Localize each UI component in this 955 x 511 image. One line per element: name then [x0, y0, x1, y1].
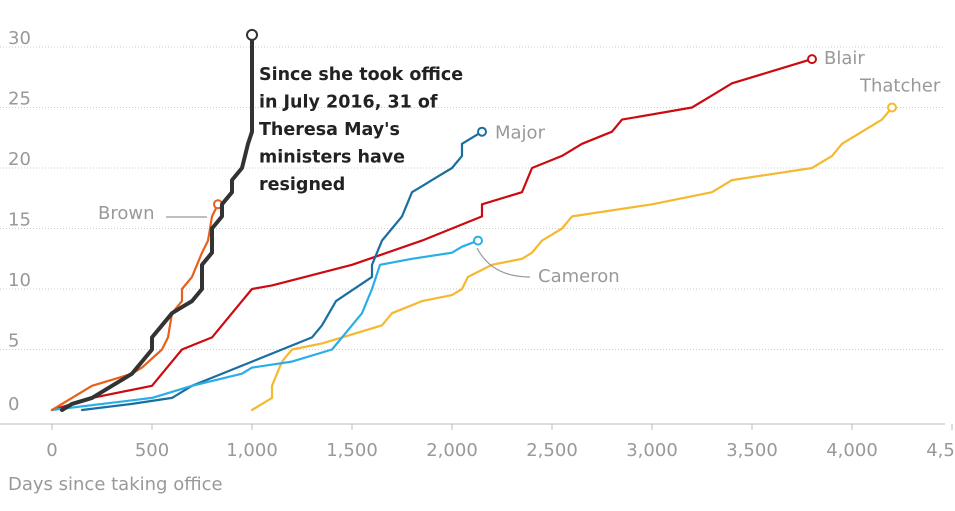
series-line-major: [80, 130, 484, 412]
series-line-blair: [50, 57, 814, 412]
x-axis-title: Days since taking office: [8, 474, 223, 495]
series-line-brown: [50, 203, 220, 412]
x-tick-label: 3,000: [626, 440, 678, 461]
y-tick-label: 30: [8, 28, 31, 49]
annotation-line: in July 2016, 31 of: [259, 93, 438, 113]
x-tick-label: 0: [46, 440, 57, 461]
x-tick-label: 4,000: [826, 440, 878, 461]
x-tick-label: 4,500: [926, 440, 955, 461]
series-line-cameron: [50, 239, 480, 412]
series-labels: Thatcher Blair Major Cameron Brown: [98, 48, 941, 287]
x-tick-label: 2,000: [426, 440, 478, 461]
x-axis-ticks: 0 500 1,000 1,500 2,000 2,500 3,000 3,500 4,000 4…: [46, 424, 955, 461]
series-label: Blair: [824, 48, 865, 69]
series-end-marker: [477, 126, 487, 137]
y-tick-label: 15: [8, 210, 31, 231]
series-label: Major: [495, 123, 546, 144]
series-label: Thatcher: [859, 76, 941, 97]
annotation-line: ministers have: [259, 148, 405, 168]
y-axis-ticks: 0 5 10 15 20 25 30: [8, 28, 31, 415]
series-label: Brown: [98, 203, 155, 224]
x-tick-label: 2,500: [526, 440, 578, 461]
annotation-text: Since she took office in July 2016, 31 of…: [259, 65, 463, 195]
x-tick-label: 1,500: [326, 440, 378, 461]
series-label: Cameron: [538, 266, 620, 287]
y-tick-label: 25: [8, 89, 31, 110]
y-tick-label: 5: [8, 331, 19, 352]
x-tick-label: 1,000: [226, 440, 278, 461]
annotation-line: resigned: [259, 175, 345, 195]
x-tick-label: 500: [135, 440, 169, 461]
series-end-marker: [807, 54, 817, 65]
annotation-line: Since she took office: [259, 65, 463, 85]
y-tick-label: 0: [8, 394, 19, 415]
y-tick-label: 20: [8, 149, 31, 170]
series-end-marker: [246, 28, 258, 41]
annotation-line: Theresa May's: [259, 120, 400, 140]
label-leader-line: [476, 247, 531, 278]
gridlines: [0, 46, 945, 425]
y-tick-label: 10: [8, 270, 31, 291]
series-end-marker: [887, 102, 897, 113]
series-end-marker: [473, 235, 483, 246]
x-tick-label: 3,500: [726, 440, 778, 461]
series-line-theresa-may: [60, 32, 254, 412]
series-line-thatcher: [250, 106, 894, 412]
series-lines: [50, 28, 897, 412]
